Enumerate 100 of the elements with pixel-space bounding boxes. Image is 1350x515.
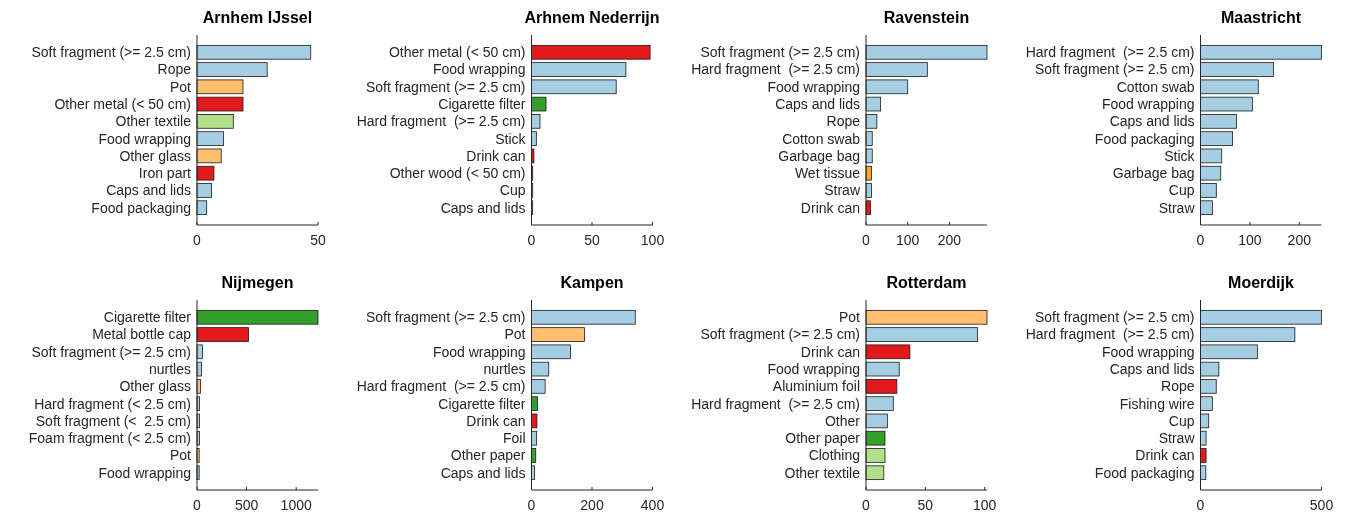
chart-title: Moerdijk: [1228, 274, 1294, 291]
y-tick-label: Food wrapping: [432, 343, 526, 360]
y-tick-label: Cigarette filter: [103, 309, 192, 326]
y-tick-label: Other metal (< 50 cm): [388, 44, 526, 61]
x-tick-label: 100: [640, 232, 665, 248]
y-tick-label: Pot: [504, 326, 526, 343]
y-tick-label: Soft fragment (>= 2.5 cm): [365, 309, 526, 326]
x-tick-label: 400: [640, 497, 665, 513]
y-tick-label: Drink can: [800, 199, 860, 216]
y-tick-label: Other wood (< 50 cm): [389, 165, 526, 182]
y-tick-label: Hard fragment (>= 2.5 cm): [691, 395, 860, 412]
y-tick-label: Cotton swab: [1116, 78, 1195, 95]
y-tick-label: Cigarette filter: [438, 95, 526, 112]
y-tick-label: Soft fragment (>= 2.5 cm): [31, 44, 191, 61]
y-tick-label: Straw: [1158, 430, 1196, 447]
y-tick-label: Other paper: [785, 430, 861, 447]
y-tick-label: Pot: [169, 447, 192, 464]
y-tick-label: Cup: [1168, 412, 1195, 429]
x-tick-label: 0: [1196, 497, 1205, 513]
y-tick-label: Garbage bag: [1112, 165, 1195, 182]
chart-title: Rotterdam: [886, 274, 967, 291]
y-tick-label: Food wrapping: [767, 78, 860, 95]
y-tick-label: Other textile: [115, 113, 192, 130]
y-tick-label: Garbage bag: [778, 147, 860, 164]
x-tick-label: 0: [527, 232, 536, 248]
y-tick-label: Food wrapping: [767, 360, 860, 377]
y-tick-label: Rope: [826, 113, 861, 130]
y-tick-label: Fishing wire: [1119, 395, 1195, 412]
x-tick-label: 200: [1287, 232, 1312, 248]
y-tick-label: Other: [824, 412, 861, 429]
y-tick-label: Hard fragment (>= 2.5 cm): [356, 378, 526, 395]
y-tick-label: Cigarette filter: [438, 395, 526, 412]
y-tick-label: Food wrapping: [1101, 95, 1195, 112]
y-tick-label: Hard fragment (>= 2.5 cm): [1025, 326, 1195, 343]
x-tick-label: 500: [234, 497, 259, 513]
x-tick-label: 0: [193, 497, 202, 513]
y-tick-label: Soft fragment (< 2.5 cm): [35, 412, 191, 429]
y-tick-label: Food wrapping: [98, 130, 191, 147]
x-tick-label: 0: [862, 232, 871, 248]
y-tick-label: nurtles: [483, 360, 526, 377]
y-tick-label: Food packaging: [1094, 464, 1195, 481]
x-tick-label: 100: [1238, 232, 1262, 248]
y-tick-label: Drink can: [466, 412, 526, 429]
y-tick-label: Soft fragment (>= 2.5 cm): [1034, 309, 1195, 326]
y-tick-label: Caps and lids: [775, 95, 860, 112]
x-tick-label: 50: [584, 232, 600, 248]
y-tick-label: Metal bottle cap: [92, 326, 192, 343]
chart-title: Kampen: [560, 274, 624, 291]
y-tick-label: Cup: [1168, 182, 1195, 199]
y-tick-label: Soft fragment (>= 2.5 cm): [700, 326, 860, 343]
y-tick-label: Other textile: [784, 464, 861, 481]
y-tick-label: Iron part: [138, 165, 192, 182]
x-tick-label: 100: [896, 232, 920, 248]
x-tick-label: 100: [972, 497, 997, 513]
y-tick-label: Caps and lids: [1109, 113, 1195, 130]
y-tick-label: Stick: [1164, 147, 1196, 164]
y-tick-label: Drink can: [466, 147, 526, 164]
x-tick-label: 1000: [280, 497, 312, 513]
y-tick-label: Hard fragment (>= 2.5 cm): [691, 61, 860, 78]
y-tick-label: Wet tissue: [794, 165, 861, 182]
x-tick-label: 0: [862, 497, 871, 513]
y-tick-label: Pot: [838, 309, 861, 326]
y-tick-label: Straw: [1158, 199, 1196, 216]
y-tick-label: Other glass: [119, 147, 191, 164]
y-tick-label: Drink can: [1135, 447, 1195, 464]
y-tick-label: Pot: [169, 78, 192, 95]
y-tick-label: Caps and lids: [106, 182, 191, 199]
chart-title: Arnhem IJssel: [202, 9, 313, 26]
x-tick-label: 50: [310, 232, 326, 248]
y-tick-label: Caps and lids: [440, 464, 526, 481]
y-tick-label: Stick: [495, 130, 527, 147]
y-tick-label: Soft fragment (>= 2.5 cm): [365, 78, 526, 95]
chart-title: Arhnem Nederrijn: [524, 9, 660, 26]
x-tick-label: 0: [1196, 232, 1205, 248]
y-tick-label: Soft fragment (>= 2.5 cm): [1034, 61, 1195, 78]
y-tick-label: Clothing: [808, 447, 860, 464]
y-tick-label: Other metal (< 50 cm): [54, 95, 191, 112]
y-tick-label: Rope: [1161, 378, 1195, 395]
y-tick-label: Food wrapping: [98, 464, 191, 481]
chart-title: Nijmegen: [221, 274, 294, 291]
y-tick-label: Hard fragment (< 2.5 cm): [34, 395, 191, 412]
y-tick-label: Drink can: [800, 343, 860, 360]
x-tick-label: 200: [580, 497, 604, 513]
y-tick-label: Cup: [499, 182, 526, 199]
x-tick-label: 500: [1309, 497, 1334, 513]
x-tick-label: 0: [527, 497, 536, 513]
y-tick-label: Hard fragment (>= 2.5 cm): [356, 113, 526, 130]
y-tick-label: Food packaging: [1094, 130, 1195, 147]
x-tick-label: 200: [937, 232, 962, 248]
y-tick-label: Caps and lids: [1109, 360, 1195, 377]
y-tick-label: Foil: [502, 430, 526, 447]
y-tick-label: Food wrapping: [432, 61, 526, 78]
y-tick-label: Straw: [824, 182, 861, 199]
y-tick-label: Food packaging: [91, 199, 191, 216]
y-tick-label: Rope: [157, 61, 192, 78]
y-tick-label: Soft fragment (>= 2.5 cm): [700, 44, 860, 61]
y-tick-label: Caps and lids: [440, 199, 526, 216]
y-tick-label: Cotton swab: [782, 130, 861, 147]
x-tick-label: 0: [193, 232, 202, 248]
chart-title: Ravenstein: [883, 9, 970, 26]
